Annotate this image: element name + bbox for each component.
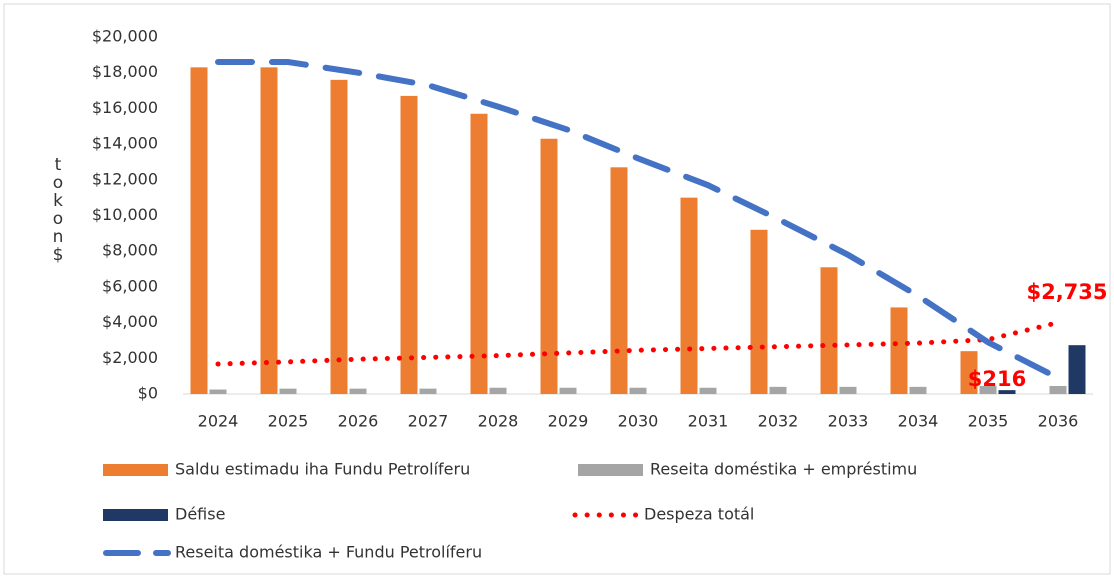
x-tick-label: 2036	[1038, 412, 1079, 431]
x-tick-label: 2033	[828, 412, 869, 431]
legend-label: Despeza totál	[644, 505, 754, 524]
bar	[979, 385, 997, 394]
y-tick-label: $6,000	[102, 276, 158, 295]
legend-label: Reseita doméstika + empréstimu	[650, 460, 917, 479]
bar	[400, 95, 418, 394]
data-label: $216	[968, 367, 1026, 391]
x-tick-label: 2025	[268, 412, 309, 431]
x-tick-label: 2034	[898, 412, 939, 431]
legend-swatch	[103, 464, 168, 476]
bar	[820, 267, 838, 394]
legend-swatch	[103, 509, 168, 521]
y-tick-label: $4,000	[102, 312, 158, 331]
x-tick-label: 2030	[618, 412, 659, 431]
line	[215, 58, 1061, 381]
bar	[260, 67, 278, 394]
y-tick-label: $10,000	[92, 205, 158, 224]
bar	[839, 386, 857, 394]
y-tick-label: $20,000	[92, 27, 158, 46]
y-tick-label: $18,000	[92, 62, 158, 81]
bar	[769, 386, 787, 394]
bar	[489, 387, 507, 394]
bar	[699, 387, 717, 394]
y-tick-label: $14,000	[92, 134, 158, 153]
y-tick-label: $0	[138, 384, 158, 403]
y-tick-label: $8,000	[102, 241, 158, 260]
x-tick-label: 2032	[758, 412, 799, 431]
x-tick-label: 2024	[198, 412, 239, 431]
legend-label: Saldu estimadu iha Fundu Petrolíferu	[175, 460, 470, 479]
bar	[330, 79, 348, 394]
legend-label: Reseita doméstika + Fundu Petrolíferu	[175, 543, 482, 562]
x-tick-label: 2027	[408, 412, 449, 431]
x-tick-label: 2029	[548, 412, 589, 431]
bar	[470, 113, 488, 394]
bar	[279, 388, 297, 394]
legend-swatch	[578, 464, 643, 476]
bar	[998, 390, 1016, 394]
chart-border	[3, 3, 1111, 575]
y-tick-label: $12,000	[92, 169, 158, 188]
bar	[1068, 345, 1086, 394]
bar	[559, 387, 577, 394]
bar	[540, 138, 558, 394]
bar	[190, 67, 208, 394]
bar	[960, 351, 978, 394]
bar	[1049, 385, 1067, 394]
bar	[610, 167, 628, 394]
x-tick-label: 2028	[478, 412, 519, 431]
bar	[750, 229, 768, 394]
x-tick-label: 2026	[338, 412, 379, 431]
bar	[909, 386, 927, 394]
bar	[209, 389, 227, 394]
line	[215, 320, 1061, 367]
bar	[419, 388, 437, 394]
bar	[349, 388, 367, 394]
bar	[680, 197, 698, 394]
bar	[629, 387, 647, 394]
y-axis-label: tokon$	[48, 155, 68, 263]
y-tick-label: $16,000	[92, 98, 158, 117]
legend-label: Défise	[175, 505, 225, 524]
bar	[890, 307, 908, 394]
x-tick-label: 2031	[688, 412, 729, 431]
y-tick-label: $2,000	[102, 348, 158, 367]
x-tick-label: 2035	[968, 412, 1009, 431]
data-label: $2,735	[1026, 280, 1107, 304]
